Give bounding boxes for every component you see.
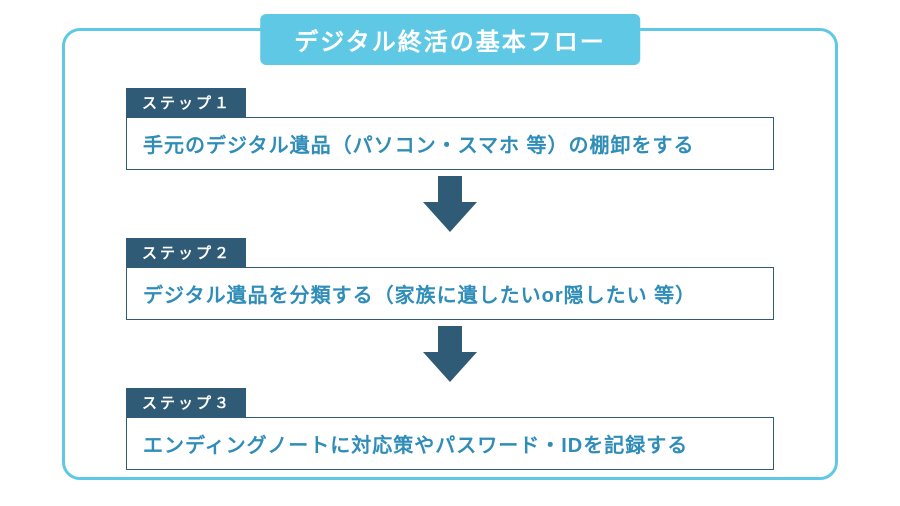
step-2-tag: ステップ２ — [126, 238, 246, 267]
step-1-body: 手元のデジタル遺品（パソコン・スマホ 等）の棚卸をする — [126, 117, 774, 170]
step-3-body: エンディングノートに対応策やパスワード・IDを記録する — [126, 417, 774, 470]
step-3: ステップ３ エンディングノートに対応策やパスワード・IDを記録する — [126, 388, 774, 470]
steps-container: ステップ１ 手元のデジタル遺品（パソコン・スマホ 等）の棚卸をする ステップ２ … — [126, 88, 774, 470]
step-3-tag: ステップ３ — [126, 388, 246, 417]
arrow-2-wrap — [126, 320, 774, 388]
flow-title: デジタル終活の基本フロー — [260, 14, 640, 65]
step-1: ステップ１ 手元のデジタル遺品（パソコン・スマホ 等）の棚卸をする — [126, 88, 774, 170]
arrow-down-icon — [423, 326, 477, 382]
step-2: ステップ２ デジタル遺品を分類する（家族に遺したいor隠したい 等） — [126, 238, 774, 320]
arrow-1-wrap — [126, 170, 774, 238]
arrow-down-icon — [423, 176, 477, 232]
step-1-tag: ステップ１ — [126, 88, 246, 117]
step-2-body: デジタル遺品を分類する（家族に遺したいor隠したい 等） — [126, 267, 774, 320]
